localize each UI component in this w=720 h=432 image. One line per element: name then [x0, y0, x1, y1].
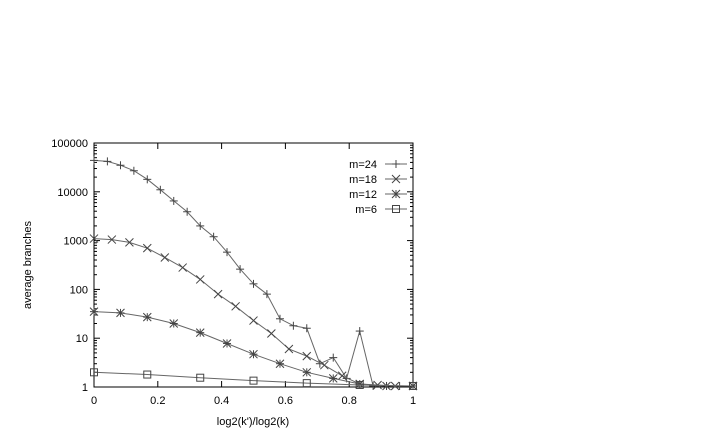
data-point-m-6	[302, 379, 311, 388]
data-point-m-18	[267, 329, 276, 338]
x-tick-label: 0.2	[150, 395, 165, 407]
data-point-m-24	[223, 248, 232, 257]
series-m-12	[89, 307, 418, 391]
data-point-m-24	[262, 290, 271, 299]
x-axis-label: log2(k')/log2(k)	[217, 416, 289, 428]
y-tick-label: 10	[76, 333, 88, 345]
data-point-m-12	[275, 359, 285, 369]
y-axis-ticks: 1 10 100 1000 10000 100000	[51, 138, 413, 394]
data-point-m-24	[369, 381, 378, 390]
data-point-m-24	[249, 279, 258, 288]
data-point-m-12	[222, 339, 232, 348]
data-point-m-6	[355, 380, 364, 389]
x-tick-label: 0.4	[214, 395, 229, 407]
data-point-m-24	[236, 265, 245, 274]
data-point-m-18	[195, 275, 205, 284]
data-point-m-24	[275, 314, 284, 323]
legend-item-m-24: m=24	[349, 159, 407, 171]
y-tick-label: 10000	[57, 187, 88, 199]
data-point-m-24	[156, 185, 165, 194]
data-point-m-18	[125, 238, 134, 247]
data-point-m-24	[209, 232, 218, 241]
data-point-m-6	[143, 370, 152, 379]
legend-marker	[392, 160, 400, 168]
data-point-m-12	[328, 374, 338, 383]
legend-label: m=18	[349, 174, 377, 186]
data-point-m-24	[183, 207, 192, 216]
data-point-m-12	[169, 319, 179, 328]
legend-label: m=12	[349, 189, 377, 201]
data-point-m-12	[142, 312, 152, 322]
legend: m=24 m=18 m=12 m=6	[349, 159, 407, 216]
series-group	[89, 156, 418, 391]
data-point-m-12	[195, 328, 205, 337]
y-tick-label: 100	[70, 284, 88, 296]
legend-item-m-18: m=18	[349, 174, 407, 186]
data-point-m-24	[196, 221, 205, 230]
series-line-m-6	[93, 371, 414, 387]
y-tick-label: 1	[82, 382, 88, 394]
legend-item-m-12: m=12	[349, 189, 407, 201]
x-tick-label: 0.8	[342, 395, 357, 407]
data-point-m-18	[302, 351, 312, 361]
y-axis-label: average branches	[22, 220, 34, 309]
data-point-m-18	[249, 316, 258, 325]
series-m-24	[90, 156, 417, 390]
data-point-m-18	[107, 235, 117, 244]
data-point-m-24	[355, 327, 364, 336]
data-point-m-18	[337, 371, 347, 381]
data-point-m-12	[116, 308, 125, 318]
data-point-m-24	[116, 161, 125, 170]
legend-marker	[391, 174, 401, 184]
data-point-m-24	[302, 324, 311, 333]
data-point-m-18	[284, 344, 294, 354]
data-point-m-24	[129, 166, 138, 175]
data-point-m-18	[160, 253, 170, 262]
legend-item-m-6: m=6	[355, 204, 407, 216]
plot-frame	[93, 142, 414, 388]
data-point-m-6	[90, 368, 98, 377]
data-point-m-24	[103, 157, 112, 166]
series-line-m-18	[93, 238, 413, 387]
data-point-m-18	[89, 234, 99, 243]
legend-label: m=24	[349, 159, 377, 171]
data-point-m-24	[289, 321, 298, 330]
data-point-m-18	[319, 360, 329, 370]
y-tick-label: 100000	[51, 138, 88, 150]
legend-marker	[391, 189, 401, 199]
series-m-6	[90, 368, 417, 390]
legend-label: m=6	[355, 204, 377, 216]
x-tick-label: 0	[91, 395, 97, 407]
data-point-m-6	[409, 381, 417, 390]
data-point-m-6	[196, 373, 205, 382]
data-point-m-18	[213, 289, 223, 299]
x-tick-label: 1	[410, 395, 416, 407]
data-point-m-24	[143, 175, 152, 184]
data-point-m-24	[169, 196, 178, 205]
data-point-m-18	[231, 301, 240, 311]
data-point-m-24	[329, 353, 338, 362]
y-tick-label: 1000	[64, 236, 88, 248]
data-point-m-6	[249, 376, 258, 385]
data-point-m-12	[249, 349, 258, 359]
data-point-m-12	[89, 307, 99, 317]
data-point-m-18	[178, 263, 188, 272]
x-tick-label: 0.6	[278, 395, 293, 407]
series-line-m-12	[93, 311, 413, 387]
legend-marker	[392, 205, 400, 213]
data-point-m-12	[302, 367, 312, 377]
data-point-m-18	[142, 243, 152, 253]
data-point-m-24	[90, 156, 98, 165]
